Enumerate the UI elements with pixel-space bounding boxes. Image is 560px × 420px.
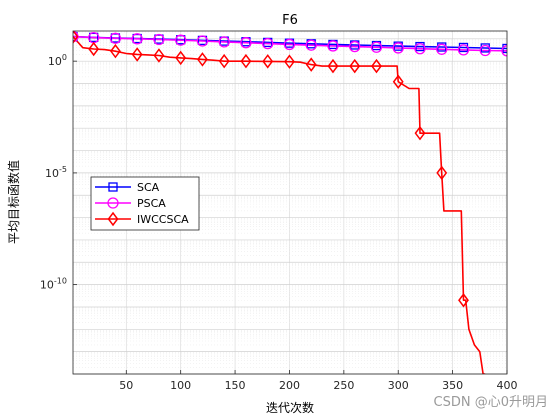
- plot-frame: [72, 30, 508, 375]
- x-tick-label: 400: [497, 379, 518, 392]
- y-tick-label: 10-5: [45, 165, 67, 180]
- marker-sca: [132, 33, 142, 44]
- marker-psca: [196, 35, 209, 47]
- marker-psca: [240, 37, 252, 49]
- marker-iwccsca: [284, 54, 295, 69]
- y-tick-label: 10-10: [40, 277, 67, 292]
- marker-psca: [175, 34, 187, 46]
- x-tick-label: 150: [225, 379, 246, 392]
- y-tick-exponent: -5: [59, 165, 67, 174]
- marker-psca: [392, 42, 404, 54]
- marker-iwccsca: [414, 125, 426, 141]
- chart-title: F6: [282, 13, 298, 28]
- marker-psca: [349, 40, 361, 53]
- marker-iwccsca: [305, 57, 317, 72]
- marker-psca: [109, 32, 122, 44]
- marker-iwccsca: [327, 58, 339, 74]
- marker-psca: [305, 39, 317, 51]
- marker-iwccsca: [262, 54, 274, 69]
- marker-iwccsca: [175, 50, 187, 66]
- series-markers: [73, 31, 507, 308]
- legend-label-iwccsca: IWCCSCA: [137, 213, 189, 226]
- y-tick-exponent: -10: [54, 277, 67, 286]
- marker-iwccsca: [109, 43, 121, 59]
- legend: SCA PSCA IWCCSCA: [90, 176, 200, 231]
- marker-psca: [262, 37, 274, 50]
- marker-iwccsca: [197, 52, 208, 67]
- marker-iwccsca: [349, 58, 361, 74]
- x-tick-label: 350: [442, 379, 463, 392]
- marker-sca: [89, 32, 99, 43]
- marker-psca: [283, 38, 296, 51]
- legend-marker-psca: [107, 197, 119, 209]
- watermark-text: CSDN @心0升明月: [434, 395, 548, 410]
- marker-psca: [327, 40, 339, 52]
- marker-psca: [131, 33, 143, 45]
- series-line-iwccsca: [73, 36, 486, 374]
- legend-label-psca: PSCA: [137, 197, 166, 210]
- x-tick-label: 300: [388, 379, 409, 392]
- legend-marker-sca: [108, 182, 118, 192]
- y-tick-base: 10: [48, 55, 62, 68]
- marker-iwccsca: [371, 58, 382, 74]
- y-tick-base: 10: [40, 279, 54, 292]
- series-lines: [73, 35, 507, 374]
- x-axis-ticks: 50 100 150 200 250 300 350 400: [119, 370, 518, 392]
- y-tick-base: 10: [45, 167, 59, 180]
- marker-iwccsca: [218, 53, 230, 69]
- marker-psca: [457, 44, 470, 56]
- marker-iwccsca: [88, 41, 100, 57]
- marker-psca: [501, 45, 507, 57]
- marker-iwccsca: [153, 48, 165, 63]
- x-tick-label: 100: [170, 379, 191, 392]
- x-axis-label: 迭代次数: [266, 400, 314, 415]
- x-tick-label: 250: [333, 379, 354, 392]
- y-tick-exponent: 0: [62, 53, 67, 62]
- y-axis-label: 平均目标函数值: [6, 160, 21, 244]
- marker-psca: [370, 41, 383, 53]
- marker-iwccsca: [131, 47, 143, 62]
- x-tick-label: 200: [279, 379, 300, 392]
- y-tick-label: 100: [48, 53, 67, 68]
- marker-psca: [479, 44, 491, 57]
- marker-iwccsca: [458, 292, 469, 308]
- marker-iwccsca: [73, 31, 79, 44]
- marker-psca: [436, 43, 448, 55]
- marker-psca: [414, 43, 426, 55]
- marker-psca: [218, 36, 230, 48]
- marker-iwccsca: [436, 165, 448, 181]
- series-line-psca: [73, 35, 507, 52]
- marker-sca: [371, 40, 382, 51]
- marker-iwccsca: [240, 53, 252, 69]
- legend-marker-iwccsca: [107, 211, 119, 227]
- x-tick-label: 50: [119, 379, 133, 392]
- marker-iwccsca: [392, 74, 404, 89]
- marker-sca: [110, 33, 121, 43]
- legend-label-sca: SCA: [137, 181, 160, 194]
- marker-psca: [153, 33, 165, 46]
